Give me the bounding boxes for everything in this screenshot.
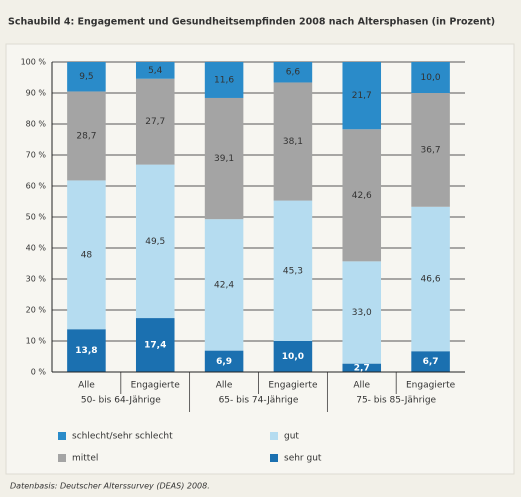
bar-segment — [135, 78, 175, 165]
chart-title: Schaubild 4: Engagement und Gesundheitse… — [8, 17, 495, 28]
data-label: 48 — [81, 250, 93, 260]
bar-segment — [67, 180, 106, 330]
data-label: 36,7 — [421, 145, 441, 155]
source: Datenbasis: Deutscher Alterssurvey (DEAS… — [10, 482, 210, 491]
y-tick-label: 60 % — [26, 182, 47, 191]
data-label: 2,7 — [354, 363, 370, 373]
bar-segment — [204, 350, 244, 372]
bar-segment — [411, 93, 450, 207]
data-label: 38,1 — [283, 137, 303, 147]
bar-segment — [273, 200, 313, 341]
data-label: 11,6 — [214, 75, 234, 85]
legend-swatch — [270, 432, 278, 440]
data-label: 27,7 — [145, 117, 165, 127]
data-label: 6,7 — [423, 357, 439, 367]
bar-segment — [204, 97, 244, 220]
data-label: 5,4 — [148, 66, 163, 76]
y-tick-label: 80 % — [26, 120, 47, 129]
data-label: 33,0 — [352, 308, 372, 318]
bar-segment — [342, 261, 382, 364]
data-label: 42,6 — [352, 191, 372, 201]
bar-segment — [135, 164, 175, 319]
data-label: 13,8 — [75, 346, 97, 356]
bar-segment — [273, 62, 313, 83]
y-tick-label: 30 % — [26, 275, 47, 284]
bar-segment — [342, 363, 382, 372]
data-label: 46,6 — [421, 275, 441, 285]
group-label: 75- bis 85-Jährige — [356, 396, 436, 406]
data-label: 42,4 — [214, 280, 234, 290]
y-tick-label: 70 % — [26, 151, 47, 160]
data-label: 6,9 — [216, 357, 232, 367]
bar-segment — [411, 62, 450, 93]
data-label: 28,7 — [76, 131, 96, 141]
group-label: 50- bis 64-Jährige — [81, 396, 161, 406]
bar-segment — [67, 91, 106, 181]
data-label: 17,4 — [144, 341, 166, 351]
x-tick-label: Alle — [353, 381, 370, 391]
bar-segment — [204, 62, 244, 98]
y-tick-label: 50 % — [26, 213, 47, 222]
y-tick-label: 100 % — [21, 58, 47, 67]
bar-segment — [342, 129, 382, 262]
bar-segment — [135, 318, 175, 372]
bar-segment — [411, 206, 450, 352]
bar-segment — [273, 341, 313, 372]
y-tick-label: 40 % — [26, 244, 47, 253]
y-tick-label: 0 % — [31, 368, 47, 377]
x-tick-label: Engagierte — [406, 381, 456, 391]
legend-label: sehr gut — [284, 454, 322, 464]
data-label: 10,0 — [421, 73, 441, 83]
data-label: 9,5 — [79, 72, 93, 82]
legend-label: mittel — [72, 454, 98, 464]
bar-segment — [67, 62, 106, 92]
x-tick-label: Alle — [78, 381, 95, 391]
y-tick-label: 20 % — [26, 306, 47, 315]
data-label: 21,7 — [352, 91, 372, 101]
legend-swatch — [58, 432, 66, 440]
legend-swatch — [270, 454, 278, 462]
bar-segment — [342, 62, 382, 130]
x-tick-label: Alle — [216, 381, 233, 391]
bar-segment — [204, 219, 244, 351]
group-label: 65- bis 74-Jährige — [219, 396, 299, 406]
bar-segment — [411, 351, 450, 372]
legend-label: gut — [284, 432, 299, 442]
bar-segment — [273, 82, 313, 201]
legend-label: schlecht/sehr schlecht — [72, 432, 173, 442]
data-label: 6,6 — [286, 68, 301, 78]
legend-swatch — [58, 454, 66, 462]
bar-segment — [135, 62, 175, 79]
data-label: 49,5 — [145, 237, 165, 247]
y-tick-label: 10 % — [26, 337, 47, 346]
x-tick-label: Engagierte — [268, 381, 318, 391]
bar-segment — [67, 329, 106, 372]
data-label: 10,0 — [282, 352, 304, 362]
data-label: 39,1 — [214, 154, 234, 164]
x-tick-label: Engagierte — [131, 381, 181, 391]
y-tick-label: 90 % — [26, 89, 47, 98]
data-label: 45,3 — [283, 266, 303, 276]
